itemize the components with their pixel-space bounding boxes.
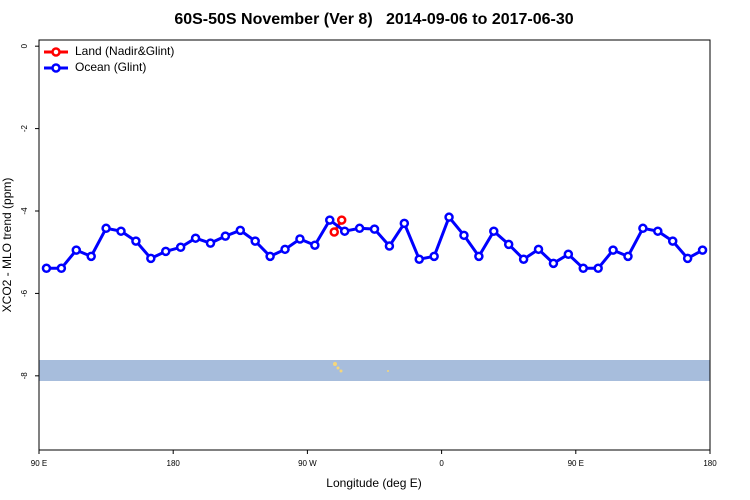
- data-point: [593, 263, 603, 274]
- data-point: [414, 254, 424, 264]
- x-tick-label: 0: [439, 459, 444, 468]
- data-point: [250, 236, 260, 246]
- x-tick-label: 90 W: [298, 459, 317, 468]
- legend-marker: [51, 47, 61, 57]
- data-point: [638, 223, 648, 234]
- data-point: [310, 240, 320, 250]
- data-point: [41, 263, 52, 274]
- data-point: [175, 242, 186, 253]
- data-point: [56, 263, 67, 274]
- data-point: [101, 223, 111, 234]
- map-land: [339, 369, 343, 373]
- y-tick-label: -4: [20, 207, 29, 215]
- map-land: [333, 362, 337, 366]
- legend-label: Ocean (Glint): [75, 60, 146, 74]
- data-point: [682, 253, 693, 264]
- data-point: [623, 251, 633, 262]
- data-point: [116, 226, 126, 236]
- x-tick-label: 90 E: [568, 459, 584, 468]
- chart-title: 60S-50S November (Ver 8) 2014-09-06 to 2…: [174, 11, 573, 28]
- data-point: [474, 251, 484, 262]
- data-point: [71, 245, 82, 255]
- y-tick-label: -2: [20, 124, 29, 132]
- data-point: [336, 215, 347, 225]
- data-point: [295, 234, 305, 244]
- data-point: [489, 226, 499, 236]
- data-point: [160, 246, 171, 257]
- map-land: [387, 370, 389, 372]
- y-tick-label: -8: [20, 372, 29, 380]
- data-point: [667, 236, 678, 246]
- data-point: [339, 226, 350, 236]
- data-point: [86, 251, 96, 262]
- y-tick-label: -6: [20, 289, 29, 297]
- data-point: [205, 238, 216, 248]
- data-point: [518, 254, 529, 264]
- legend-marker: [51, 63, 61, 73]
- map-band: [39, 360, 710, 381]
- data-point: [369, 224, 380, 234]
- data-point: [563, 249, 574, 260]
- data-point: [444, 212, 454, 222]
- plot-frame: [38, 39, 711, 451]
- data-point: [429, 251, 439, 262]
- data-point: [578, 263, 589, 274]
- y-axis-label: XCO2 - MLO trend (ppm): [0, 178, 14, 313]
- data-point: [459, 230, 469, 241]
- data-point: [235, 225, 246, 236]
- data-point: [697, 245, 708, 255]
- data-point: [146, 253, 156, 264]
- data-point: [265, 251, 275, 262]
- map-land: [336, 366, 340, 370]
- x-tick-label: 180: [703, 459, 717, 468]
- data-point: [399, 218, 410, 229]
- data-point: [329, 227, 339, 237]
- data-point: [533, 244, 544, 255]
- data-point: [131, 236, 141, 246]
- data-point: [384, 241, 395, 251]
- data-point: [354, 223, 365, 234]
- data-point: [653, 226, 663, 236]
- data-point: [220, 231, 231, 241]
- x-axis-label: Longitude (deg E): [326, 476, 421, 490]
- data-point: [608, 245, 618, 255]
- y-tick-label: 0: [20, 43, 29, 48]
- legend-label: Land (Nadir&Glint): [75, 44, 174, 58]
- data-point: [190, 233, 201, 243]
- data-point: [503, 239, 514, 250]
- x-tick-label: 90 E: [31, 459, 47, 468]
- data-point: [548, 258, 559, 269]
- data-point: [280, 244, 290, 255]
- x-tick-label: 180: [167, 459, 181, 468]
- data-point: [325, 215, 335, 225]
